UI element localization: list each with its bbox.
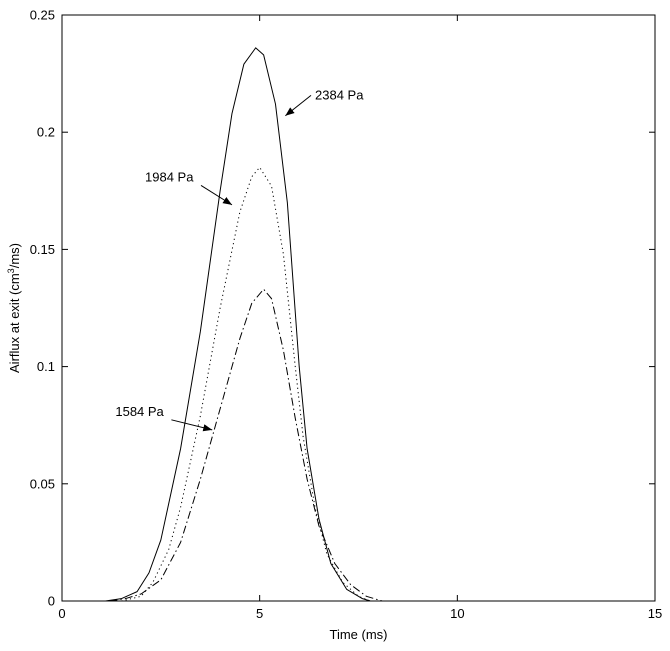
x-axis-title: Time (ms)	[329, 627, 387, 642]
plot-area	[61, 14, 656, 602]
y-axis-title: Airflux at exit (cm3/ms)	[6, 243, 22, 373]
y-tick-label: 0.1	[37, 359, 55, 374]
x-tick-label: 5	[256, 606, 263, 621]
x-tick-label: 15	[648, 606, 662, 621]
y-tick-label: 0	[48, 594, 55, 609]
y-tick-label: 0.15	[30, 242, 55, 257]
y-tick-label: 0.05	[30, 476, 55, 491]
x-tick-label: 0	[58, 606, 65, 621]
y-tick-label: 0.25	[30, 8, 55, 23]
y-axis-title-prefix: Airflux at exit (cm	[7, 273, 22, 373]
y-tick-label: 0.2	[37, 125, 55, 140]
annotations: 2384 Pa 1984 Pa 1584 Pa	[115, 87, 364, 432]
series-lines	[105, 47, 383, 602]
series-label-1: 2384 Pa	[315, 87, 364, 102]
annotation-arrow-3	[171, 419, 213, 432]
series-label-2: 1984 Pa	[145, 169, 194, 184]
plot-frame	[61, 14, 656, 602]
series-label-3: 1584 Pa	[115, 404, 164, 419]
x-tick-label: 10	[450, 606, 464, 621]
annotation-arrow-1	[285, 94, 312, 117]
series-line-3	[109, 288, 383, 602]
axis-ticks: 0 5 10 15 0 0.05 0.1 0.15 0.2 0.25	[30, 8, 663, 622]
y-axis-title-superscript: 3	[6, 268, 16, 273]
y-axis-title-suffix: /ms)	[7, 243, 22, 268]
annotation-arrow-2	[200, 185, 233, 206]
series-line-2	[121, 166, 371, 602]
series-line-1	[105, 47, 371, 602]
